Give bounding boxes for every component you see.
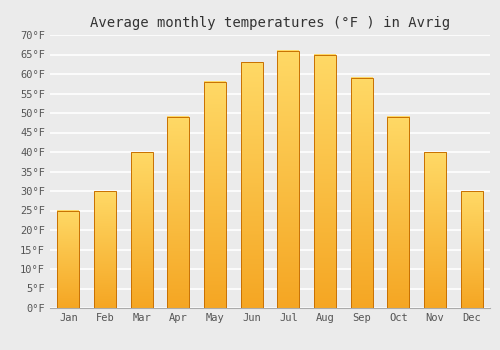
Bar [278,51,299,308]
Bar [130,152,152,308]
Bar [314,55,336,308]
Bar [94,191,116,308]
Bar [424,152,446,308]
Bar [204,82,226,308]
Bar [350,78,372,308]
Bar [58,210,80,308]
Bar [240,62,262,308]
Bar [460,191,482,308]
Title: Average monthly temperatures (°F ) in Avrig: Average monthly temperatures (°F ) in Av… [90,16,450,30]
Bar [388,117,409,308]
Bar [168,117,190,308]
